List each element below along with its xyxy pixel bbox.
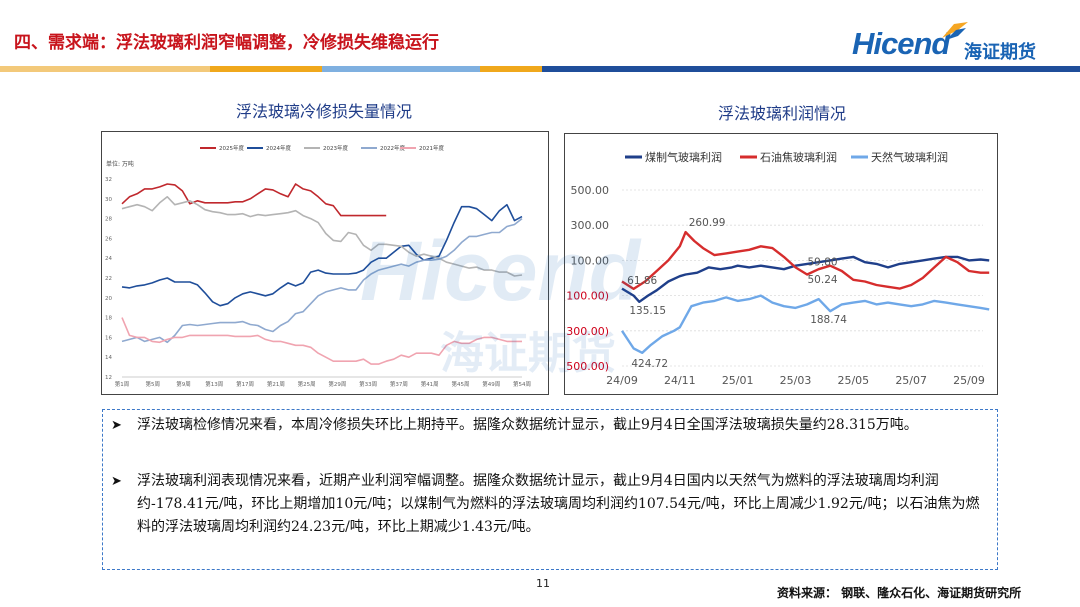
x-tick-label: 第54周	[513, 380, 531, 388]
x-tick-label: 25/03	[780, 374, 812, 387]
x-tick-label: 24/11	[664, 374, 696, 387]
x-tick-label: 第25周	[298, 380, 316, 388]
analysis-textbox: ➤ 浮法玻璃检修情况来看，本周冷修损失环比上期持平。据隆众数据统计显示，截止9月…	[102, 409, 998, 570]
watermark-cn: 海证期货	[440, 328, 616, 379]
watermark-en: Hicend	[360, 224, 642, 318]
data-label: 424.72	[631, 358, 668, 370]
y-tick-label: 32	[105, 177, 112, 183]
series-line	[121, 203, 523, 307]
cold-repair-loss-chart-panel: 2025年度 2024年度 2023年度 2022年度 2021年度单位: 万吨 12 14…	[101, 131, 549, 395]
watermark: Hicend 海证期货	[360, 224, 642, 379]
x-tick-label: 第41周	[421, 380, 439, 388]
y-tick-label: 30	[105, 197, 112, 203]
x-tick-label: 第37周	[390, 380, 408, 388]
y-tick-label: 100.00	[571, 254, 610, 267]
glass-profit-chart-panel: 煤制气玻璃利润 石油焦玻璃利润 天然气玻璃利润 500.00 300.00 100.00 (…	[564, 133, 998, 395]
source-note: 资料来源： 钢联、隆众石化、海证期货研究所	[777, 586, 1022, 600]
series-line	[121, 217, 523, 344]
y-tick-label: 22	[105, 276, 112, 282]
y-axis-unit-label: 单位: 万吨	[106, 160, 134, 168]
y-tick-label: 12	[105, 375, 112, 381]
brand-logo: Hicend 海证期货	[852, 22, 1072, 66]
y-tick-label: 500.00	[571, 184, 610, 197]
bullet-item: ➤ 浮法玻璃利润表现情况来看，近期产业利润窄幅调整。据隆众数据统计显示，截止9月…	[111, 470, 993, 539]
series-line	[121, 317, 522, 365]
legend-label: 2024年度	[266, 144, 291, 152]
arrow-bullet-icon: ➤	[111, 474, 122, 489]
x-tick-label: 第21周	[267, 380, 285, 388]
x-tick-label: 25/07	[895, 374, 927, 387]
page-title: 四、需求端：浮法玻璃利润窄幅调整，冷修损失维稳运行	[14, 33, 439, 53]
bullet-text: 浮法玻璃检修情况来看，本周冷修损失环比上期持平。据隆众数据统计显示，截止9月4日…	[137, 417, 918, 433]
y-tick-label: 26	[105, 236, 112, 242]
y-tick-label: (500.00)	[565, 360, 609, 373]
x-tick-label: 25/05	[837, 374, 869, 387]
bullet-item: ➤ 浮法玻璃检修情况来看，本周冷修损失环比上期持平。据隆众数据统计显示，截止9月…	[111, 414, 993, 437]
x-tick-label: 25/09	[953, 374, 985, 387]
y-tick-label: 28	[105, 217, 112, 223]
series-line	[621, 255, 990, 304]
legend-label: 2023年度	[323, 144, 348, 152]
data-label: 135.15	[629, 305, 666, 317]
right-chart-title: 浮法玻璃利润情况	[718, 104, 847, 123]
data-label: 260.99	[689, 217, 726, 229]
y-tick-label: 300.00	[571, 219, 610, 232]
glass-profit-chart: 煤制气玻璃利润 石油焦玻璃利润 天然气玻璃利润 500.00 300.00 100.00 (…	[565, 150, 990, 387]
legend-label: 2025年度	[219, 144, 244, 152]
data-label: 61.86	[627, 275, 657, 287]
arrow-bullet-icon: ➤	[111, 418, 122, 433]
bullet-text: 浮法玻璃利润表现情况来看，近期产业利润窄幅调整。据隆众数据统计显示，截止9月4日…	[137, 473, 980, 535]
y-tick-label: 14	[105, 355, 112, 361]
x-tick-label: 第5周	[146, 380, 161, 388]
legend-label: 煤制气玻璃利润	[645, 150, 722, 164]
x-tick-label: 第29周	[328, 380, 346, 388]
y-tick-label: 16	[105, 335, 112, 341]
logo-chinese-name: 海证期货	[964, 42, 1036, 63]
data-label: 188.74	[810, 314, 847, 326]
x-tick-label: 第13周	[205, 380, 223, 388]
series-line	[621, 230, 990, 291]
data-label: 50.24	[808, 274, 838, 286]
x-tick-label: 第33周	[359, 380, 377, 388]
logo-mark-icon	[942, 22, 968, 40]
series-line	[121, 196, 523, 277]
series-line	[121, 183, 387, 217]
data-label: 59.80	[808, 256, 838, 268]
y-tick-label: (100.00)	[565, 290, 609, 303]
legend-label: 天然气玻璃利润	[871, 150, 948, 164]
x-tick-label: 第1周	[115, 380, 130, 388]
x-tick-label: 25/01	[722, 374, 754, 387]
x-tick-label: 24/09	[606, 374, 638, 387]
left-chart-title: 浮法玻璃冷修损失量情况	[236, 102, 413, 121]
x-tick-label: 第49周	[482, 380, 500, 388]
header-divider	[0, 66, 1080, 72]
y-tick-label: 24	[105, 256, 112, 262]
x-tick-label: 第9周	[176, 380, 191, 388]
y-tick-label: (300.00)	[565, 325, 609, 338]
series-line	[620, 294, 990, 355]
y-tick-label: 20	[105, 296, 112, 302]
y-tick-label: 18	[105, 316, 112, 322]
legend-label: 2021年度	[419, 144, 444, 152]
x-tick-label: 第45周	[451, 380, 469, 388]
x-tick-label: 第17周	[236, 380, 254, 388]
page-number: 11	[536, 577, 550, 590]
logo-text: Hicend	[852, 26, 950, 61]
legend-label: 石油焦玻璃利润	[760, 150, 837, 164]
legend-label: 2022年度	[380, 144, 405, 152]
